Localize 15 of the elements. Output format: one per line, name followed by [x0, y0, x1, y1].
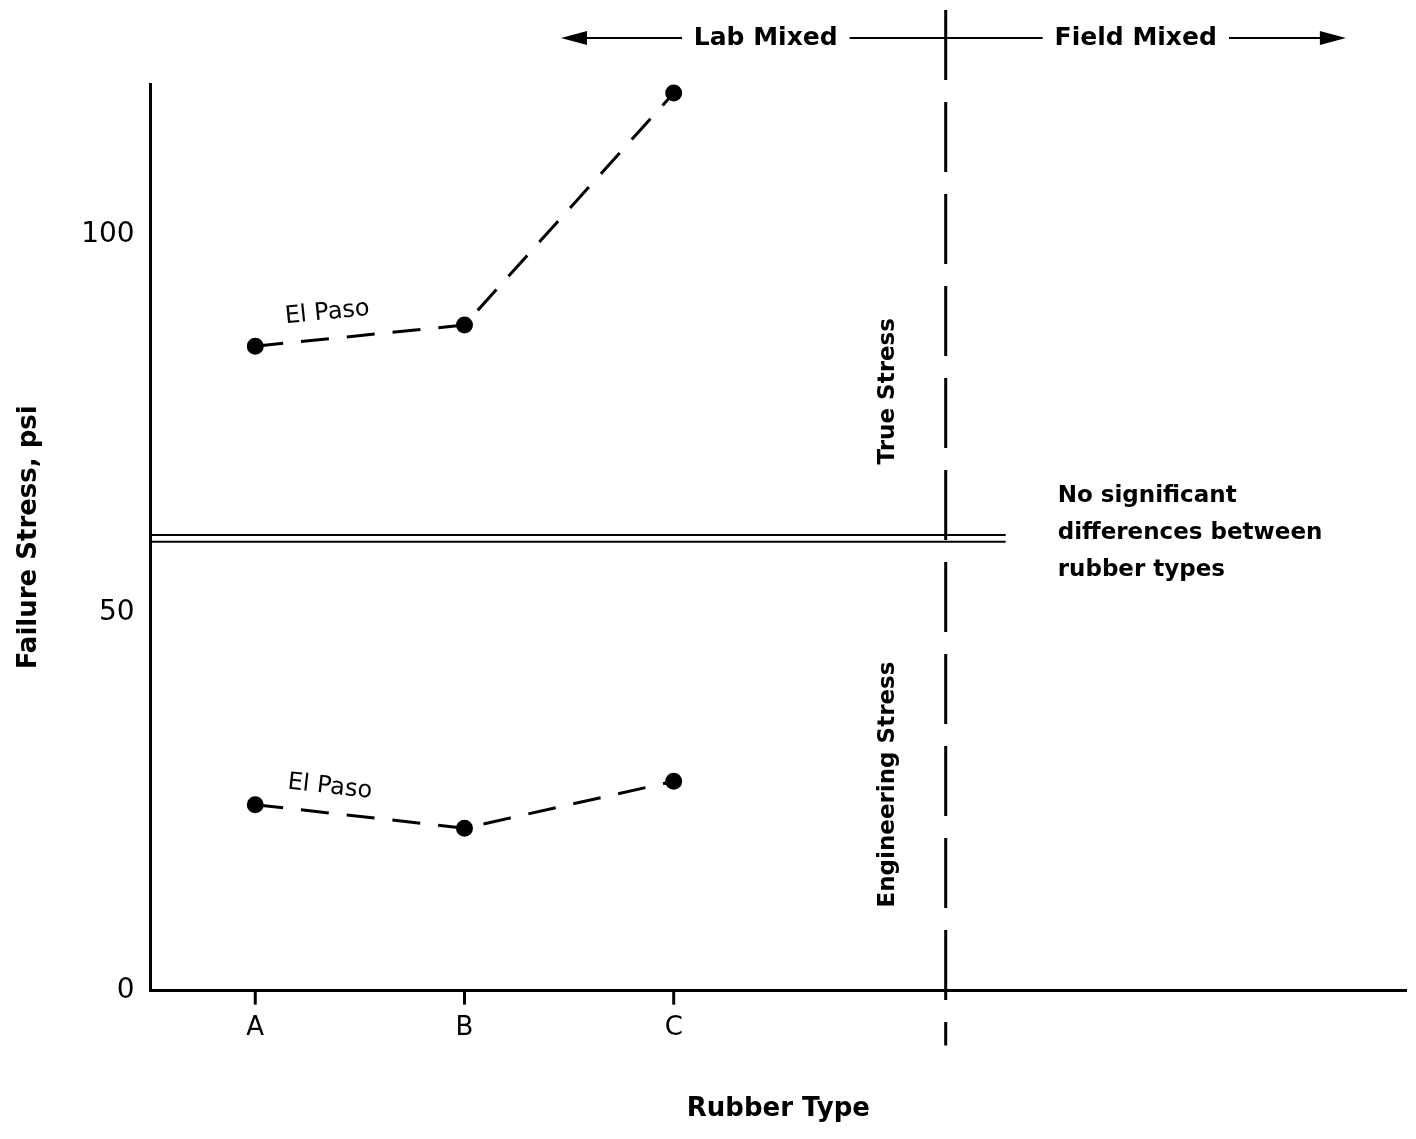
y-tick-label: 100: [81, 216, 135, 250]
x-axis-title: Rubber Type: [686, 1092, 870, 1123]
text: El Paso: [286, 766, 374, 804]
annotation: No significant differences between rubber types: [1057, 481, 1323, 582]
text: El Paso: [283, 292, 371, 330]
y-tick-label: 0: [116, 971, 135, 1005]
text: Lab Mixed: [693, 21, 838, 51]
annotation: True Stress: [872, 318, 899, 465]
x-tick-label: B: [455, 1010, 474, 1041]
y-tick-label: 50: [99, 594, 135, 628]
text: Field Mixed: [1054, 21, 1217, 51]
x-tick-label: A: [246, 1010, 265, 1041]
x-tick-label: C: [664, 1010, 683, 1041]
y-axis-title: Failure Stress, psi: [12, 405, 43, 670]
annotation: Engineering Stress: [872, 661, 899, 908]
